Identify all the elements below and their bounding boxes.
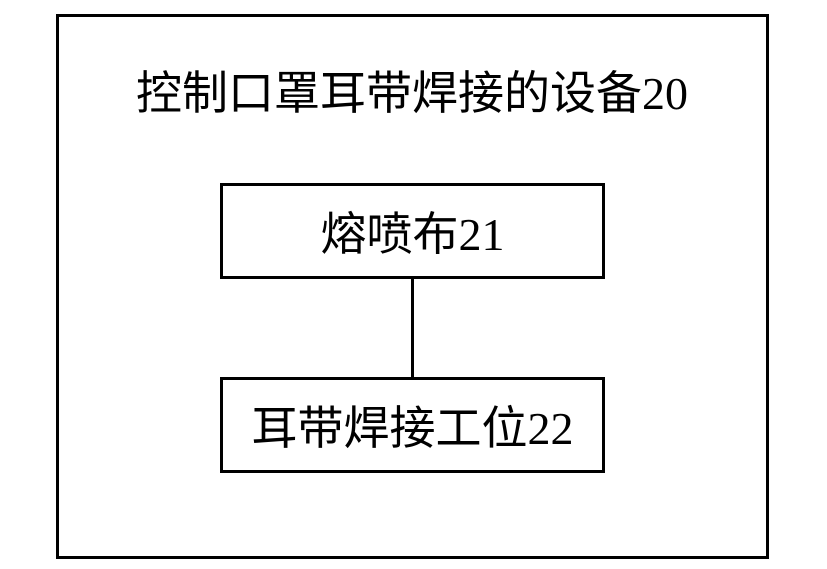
node-meltblown-fabric: 熔喷布21: [220, 183, 605, 279]
diagram-title: 控制口罩耳带焊接的设备20: [110, 66, 714, 122]
diagram-canvas: 控制口罩耳带焊接的设备20 熔喷布21 耳带焊接工位22: [0, 0, 827, 569]
node-earloop-welding-station: 耳带焊接工位22: [220, 377, 605, 473]
connector-vertical: [411, 279, 414, 377]
